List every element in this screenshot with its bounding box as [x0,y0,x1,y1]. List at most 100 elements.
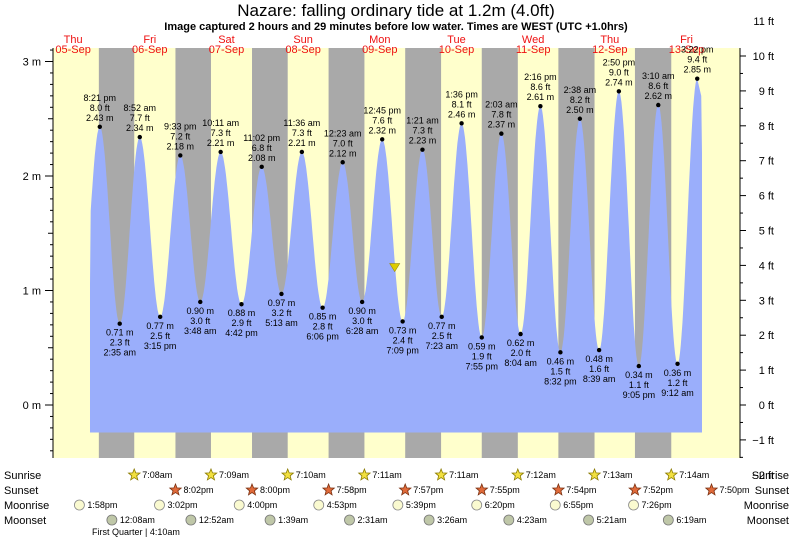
extreme-time-label: 9:12 am [661,388,694,398]
row-label-right: Sunrise [752,470,789,482]
sunrise-time: 7:10am [296,470,326,480]
extreme-time-label: 8:32 pm [544,376,577,386]
moonrise-icon [233,499,245,511]
extreme-m-label: 2.50 m [566,105,594,115]
extreme-m-label: 2.08 m [248,153,276,163]
row-label-right: Moonset [747,515,789,527]
extreme-time-label: 3:10 am [642,71,675,81]
left-tick-label: 0 m [23,400,41,412]
extreme-ft-label: 7.3 ft [292,128,313,138]
day-date-label: 05-Sep [55,44,90,56]
extreme-ft-label: 7.6 ft [372,115,393,125]
extreme-dot [299,149,305,155]
moonrise-time: 1:58pm [87,500,117,510]
moonset-time: 12:08am [120,515,155,525]
sunrise-icon [280,467,295,481]
right-tick-label: 5 ft [759,226,774,238]
extreme-time-label: 12:23 am [324,128,362,138]
tide-area [90,78,702,433]
extreme-dot [558,350,563,355]
right-tick-label: 10 ft [753,51,774,63]
extreme-dot [239,302,244,307]
sunset-time: 7:54pm [566,485,596,495]
day-date-label: 06-Sep [132,44,167,56]
sunset-icon [245,482,259,496]
sunrise-icon [127,467,142,481]
sunset-time: 7:50pm [720,485,750,495]
extreme-dot [675,361,680,366]
extreme-m-label: 0.85 m [309,312,337,322]
sunset-time: 8:02pm [183,485,213,495]
sunrise-time: 7:14am [679,470,709,480]
sunset-icon [551,482,566,496]
extreme-ft-label: 8.0 ft [90,103,111,113]
moonset-icon [583,514,594,526]
sunrise-time: 7:12am [526,470,556,480]
day-dow-label: Fri [143,34,156,46]
extreme-m-label: 0.88 m [228,308,256,318]
moonrise-time: 6:55pm [563,500,593,510]
now-marker [389,263,401,273]
extreme-dot [596,347,602,353]
moonset-time: 2:31am [358,515,388,525]
moonset-icon [264,514,276,526]
extreme-dot [359,299,365,305]
tide-curve [90,78,702,433]
moonset-icon [423,514,435,526]
extreme-m-label: 2.32 m [368,125,396,135]
day-date-label: 13-Sep [669,44,704,56]
astro-rows: Sunrise Sunrise Sunset Sunset Moonrise Moonri… [4,467,789,537]
sunset-icon [168,482,183,496]
sunset-icon [398,482,412,496]
moonrise-icon [471,499,483,511]
extreme-dot [259,164,264,170]
sunset-time: 8:00pm [260,485,290,495]
extreme-m-label: 2.23 m [409,136,437,146]
moonset-icon [662,514,674,526]
extreme-m-label: 2.34 m [126,123,154,133]
extreme-ft-label: 8.2 ft [570,95,591,105]
extreme-dot [656,102,661,108]
extreme-time-label: 8:52 am [124,103,157,113]
right-tick-label: 3 ft [759,295,774,307]
extreme-time-label: 7:55 pm [466,361,499,371]
extreme-dot [218,149,223,155]
extreme-m-label: 2.21 m [207,138,235,148]
extreme-ft-label: 9.0 ft [609,67,630,77]
moonrise-icon [313,499,325,511]
extreme-time-label: 7:09 pm [386,345,419,355]
extreme-ft-label: 9.4 ft [687,55,708,65]
row-label-left: Sunrise [4,470,41,482]
right-tick-label: −2 ft [752,470,774,482]
moonset-time: 1:39am [278,515,308,525]
extreme-time-label: 2:38 am [564,85,597,95]
extreme-ft-label: 7.7 ft [130,113,151,123]
moonset-time: 5:21am [597,515,627,525]
extreme-dot [279,291,284,297]
extreme-time-label: 8:04 am [504,358,537,368]
sunrise-time: 7:09am [219,470,249,480]
moonrise-time: 5:39pm [406,500,436,510]
sunset-time: 7:52pm [643,485,673,495]
sunset-time: 7:55pm [490,485,520,495]
extreme-time-label: 4:42 pm [225,328,258,338]
sunset-icon [704,482,719,496]
extreme-dot [518,331,523,337]
moonrise-icon [74,499,85,511]
extreme-dot [400,319,405,324]
sunrise-time: 7:11am [372,470,401,480]
day-dow-label: Mon [369,34,390,46]
extreme-time-label: 3:15 pm [144,341,177,351]
moonset-icon [503,514,515,526]
extreme-m-label: 0.77 m [428,321,456,331]
extreme-m-label: 2.43 m [86,113,114,123]
extreme-time-label: 5:13 am [265,318,298,328]
extreme-m-label: 0.90 m [187,306,215,316]
extreme-time-label: 10:11 am [202,118,239,128]
extreme-time-label: 9:05 pm [623,390,656,400]
moonset-time: 12:52am [199,515,234,525]
right-tick-label: 11 ft [753,16,774,28]
extreme-ft-label: 7.0 ft [333,138,354,148]
extreme-ft-label: 7.3 ft [211,128,232,138]
row-label-left: Moonset [4,515,46,527]
